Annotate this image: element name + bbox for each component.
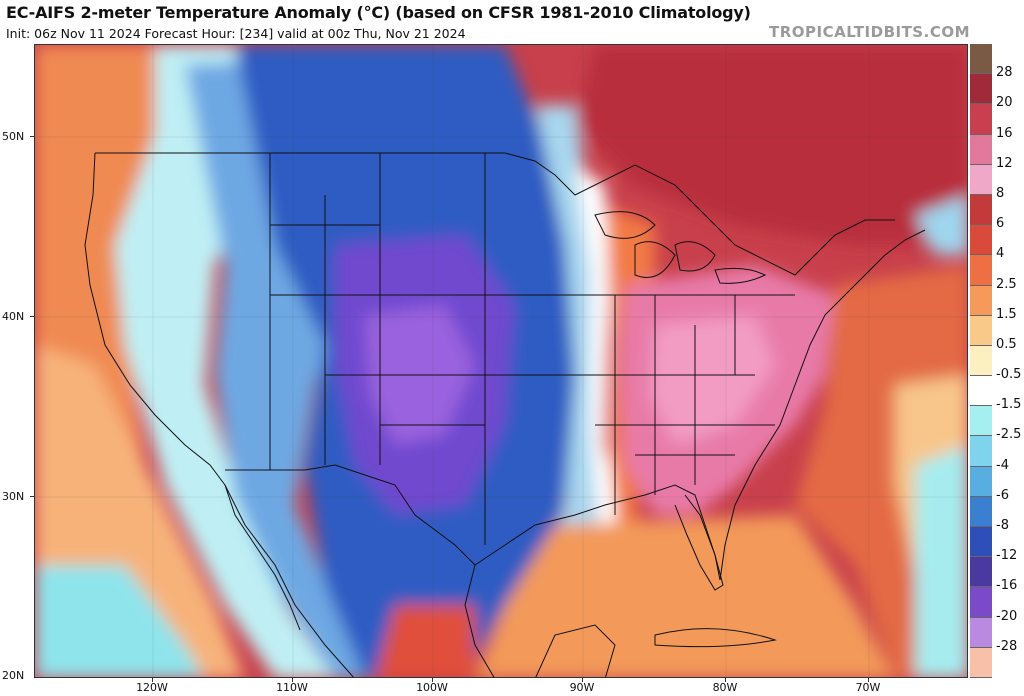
lat-tick (30, 496, 34, 497)
colorbar-label: -20 (996, 608, 1018, 624)
colorbar-label: -0.5 (996, 367, 1022, 383)
lon-label-110w: 110W (276, 681, 308, 694)
lat-label-50n: 50N (2, 130, 25, 143)
lon-label-120w: 120W (136, 681, 168, 694)
colorbar-label: 6 (996, 216, 1005, 232)
colorbar-label: 2.5 (996, 276, 1017, 292)
colorbar-swatch (970, 617, 992, 648)
colorbar-label: 1.5 (996, 306, 1017, 322)
colorbar-swatch (970, 466, 992, 497)
colorbar-swatch (970, 376, 992, 407)
lat-label-40n: 40N (2, 310, 25, 323)
colorbar-swatch (970, 647, 992, 678)
colorbar-swatch (970, 225, 992, 256)
colorbar-label: -1.5 (996, 397, 1022, 413)
lon-tick (152, 678, 153, 682)
colorbar-swatch (970, 255, 992, 286)
lat-tick (30, 136, 34, 137)
lat-tick (30, 316, 34, 317)
anomaly-map-graphic (35, 45, 967, 677)
colorbar-swatch (970, 285, 992, 316)
colorbar-label: -2.5 (996, 427, 1022, 443)
colorbar-label: 16 (996, 125, 1013, 141)
forecast-info: Init: 06z Nov 11 2024 Forecast Hour: [23… (6, 26, 466, 41)
colorbar-swatch (970, 104, 992, 135)
colorbar-label: -8 (996, 518, 1009, 534)
lon-label-80w: 80W (712, 681, 738, 694)
colorbar-label: -12 (996, 548, 1018, 564)
colorbar-swatch (970, 315, 992, 346)
lon-tick (292, 678, 293, 682)
colorbar-swatch (970, 406, 992, 437)
lon-tick (582, 678, 583, 682)
colorbar-swatch (970, 345, 992, 377)
colorbar-label: 12 (996, 155, 1013, 171)
colorbar-swatch (970, 496, 992, 528)
map-title: EC-AIFS 2-meter Temperature Anomaly (°C)… (6, 3, 751, 22)
colorbar-swatch (970, 587, 992, 618)
lon-tick (868, 678, 869, 682)
colorbar-swatch (970, 164, 992, 195)
colorbar-swatch (970, 557, 992, 588)
lon-tick (725, 678, 726, 682)
colorbar-label: -6 (996, 487, 1009, 503)
colorbar-label: 28 (996, 65, 1013, 81)
lat-label-20n: 20N (2, 669, 25, 682)
anomaly-map[interactable] (34, 44, 968, 678)
lon-label-90w: 90W (569, 681, 595, 694)
lon-label-100w: 100W (416, 681, 448, 694)
lon-label-70w: 70W (855, 681, 881, 694)
colorbar-swatch (970, 527, 992, 558)
colorbar-swatch (970, 194, 992, 226)
colorbar-swatch (970, 436, 992, 467)
lat-label-30n: 30N (2, 490, 25, 503)
colorbar-label: -16 (996, 578, 1018, 594)
colorbar-label: 8 (996, 185, 1005, 201)
lon-tick (432, 678, 433, 682)
site-brand[interactable]: TROPICALTIDBITS.COM (769, 23, 970, 41)
colorbar-legend: 28 20 16 12 8 6 4 2.5 1.5 0.5 -0.5 -1.5 -2.5 -4 -6 -8 -1… (970, 44, 1024, 678)
colorbar-label: 0.5 (996, 336, 1017, 352)
colorbar-label: 4 (996, 246, 1005, 262)
colorbar-swatch (970, 74, 992, 105)
colorbar-swatch (970, 134, 992, 165)
colorbar-label: -4 (996, 457, 1009, 473)
colorbar-label: 20 (996, 95, 1013, 111)
colorbar-label: -28 (996, 638, 1018, 654)
colorbar-swatch (970, 44, 992, 75)
